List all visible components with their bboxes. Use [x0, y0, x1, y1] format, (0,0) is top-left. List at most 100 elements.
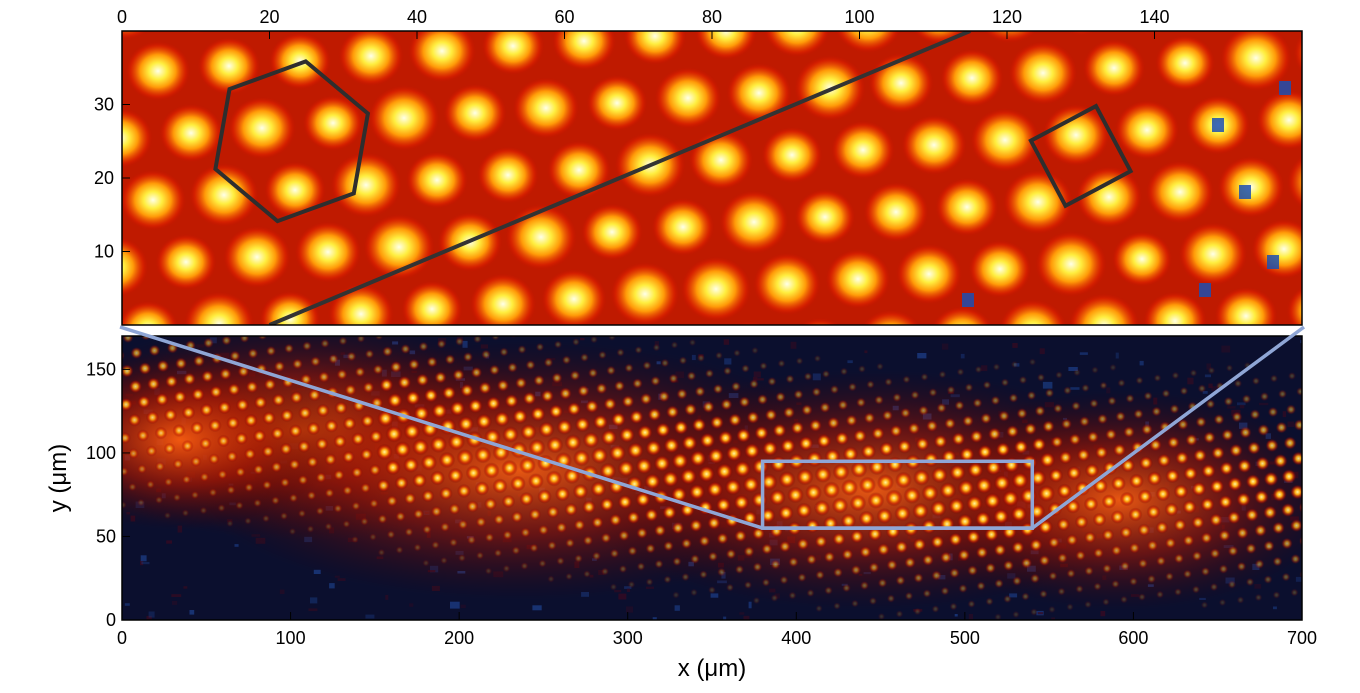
lattice-spot	[894, 505, 911, 522]
lattice-spot	[372, 364, 384, 375]
lattice-spot	[673, 420, 689, 435]
lattice-spot	[1003, 456, 1020, 474]
lattice-spot	[449, 538, 458, 547]
lattice-spot	[1155, 35, 1215, 91]
x-tick-label: 100	[844, 7, 874, 27]
noise-speckle	[691, 354, 696, 361]
lattice-spot	[413, 405, 430, 422]
lattice-spot	[635, 457, 653, 475]
lattice-spot	[493, 548, 503, 558]
lattice-spot	[707, 551, 719, 562]
lattice-spot	[853, 429, 867, 443]
lattice-spot	[779, 575, 789, 585]
lattice-spot	[913, 607, 922, 616]
lattice-spot	[395, 511, 406, 522]
lattice-spot	[477, 146, 539, 204]
lattice-spot	[859, 545, 872, 559]
lattice-spot	[940, 48, 1004, 108]
lattice-spot	[342, 416, 357, 431]
lattice-spot	[288, 424, 303, 438]
lattice-spot	[1249, 409, 1261, 420]
lattice-spot	[770, 594, 779, 602]
lattice-spot	[122, 300, 179, 325]
lattice-spot	[551, 372, 563, 384]
lattice-spot	[811, 387, 822, 397]
lattice-spot	[654, 67, 722, 129]
noise-speckle	[148, 611, 155, 618]
lattice-spot	[208, 488, 218, 497]
x-tick-label: 200	[444, 628, 474, 648]
lattice-spot	[324, 522, 333, 531]
lattice-spot	[444, 354, 456, 365]
lattice-spot	[1265, 438, 1279, 453]
lattice-spot	[912, 502, 929, 520]
lattice-spot	[386, 530, 396, 539]
lattice-spot	[243, 447, 257, 461]
lattice-spot	[1010, 360, 1019, 369]
lattice-spot	[504, 393, 519, 409]
lattice-spot	[1218, 564, 1229, 574]
lattice-spot	[418, 341, 429, 352]
lattice-spot	[590, 481, 607, 497]
lattice-spot	[510, 475, 526, 492]
lattice-spot	[948, 497, 965, 515]
lattice-spot	[962, 415, 974, 427]
lattice-spot	[635, 491, 651, 508]
lattice-spot	[519, 457, 536, 474]
lattice-spot	[189, 163, 259, 227]
lattice-spot	[1000, 378, 1010, 387]
lattice-spot	[660, 358, 670, 368]
lattice-spot	[868, 596, 878, 606]
lattice-spot	[940, 586, 950, 596]
lattice-spot	[595, 382, 608, 395]
lattice-spot	[239, 336, 250, 343]
lattice-spot	[199, 506, 208, 515]
lattice-spot	[328, 283, 394, 325]
lattice-spot	[484, 532, 495, 543]
lattice-spot	[858, 510, 875, 527]
lattice-spot	[430, 436, 447, 453]
lattice-spot	[545, 470, 563, 487]
lattice-spot	[1221, 428, 1234, 442]
lattice-spot	[1191, 481, 1207, 497]
noise-speckle	[724, 358, 732, 365]
lattice-spot	[994, 578, 1004, 589]
x-tick-label: 20	[259, 7, 279, 27]
lattice-spot	[778, 540, 792, 553]
lattice-spot	[422, 559, 430, 567]
lattice-spot	[122, 397, 133, 412]
noise-speckle	[1300, 340, 1302, 344]
lattice-spot	[1099, 381, 1108, 390]
lattice-spot	[181, 405, 196, 420]
lattice-spot	[520, 562, 529, 570]
lattice-spot	[336, 368, 348, 381]
lattice-spot	[1218, 494, 1233, 510]
lattice-spot	[662, 470, 679, 488]
lattice-spot	[650, 375, 661, 387]
lattice-spot	[1272, 487, 1287, 502]
lattice-spot	[743, 442, 761, 460]
lattice-spot	[538, 421, 555, 438]
lattice-spot	[935, 177, 999, 237]
lattice-spot	[1076, 448, 1091, 462]
noise-speckle	[1204, 374, 1211, 378]
lattice-spot	[1281, 469, 1297, 484]
lattice-spot	[731, 381, 741, 392]
lattice-spot	[333, 469, 345, 481]
y-tick-label: 50	[96, 526, 116, 546]
lattice-spot	[1129, 473, 1144, 489]
lattice-spot	[637, 424, 653, 441]
lattice-spot	[235, 466, 246, 478]
lattice-spot	[733, 349, 741, 357]
lattice-spot	[546, 505, 560, 519]
lattice-spot	[672, 591, 680, 599]
x-tick-label: 400	[781, 628, 811, 648]
noise-speckle	[172, 600, 178, 605]
lattice-spot	[235, 501, 244, 510]
lattice-spot	[174, 357, 188, 370]
lattice-spot	[949, 567, 960, 579]
lattice-spot	[193, 355, 205, 367]
lattice-spot	[1227, 510, 1241, 525]
noise-speckle	[1039, 348, 1045, 355]
